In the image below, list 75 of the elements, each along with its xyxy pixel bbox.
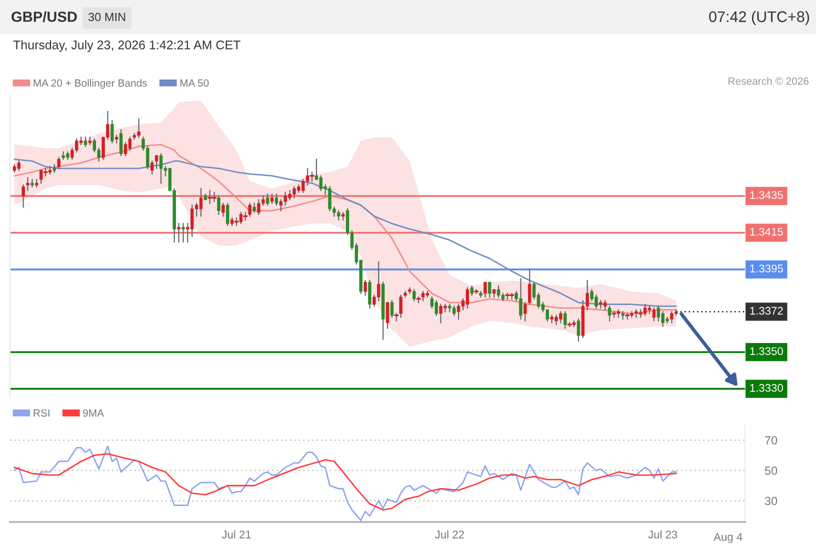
candlestick [386, 302, 390, 329]
text: Aug 4 [714, 533, 742, 544]
legend-label: MA 20 + Bollinger Bands [34, 79, 147, 89]
candlestick [496, 285, 500, 298]
candlestick [110, 120, 114, 144]
candlestick [17, 160, 20, 171]
candlestick [128, 136, 132, 151]
y-tick-label: 30 [764, 496, 778, 506]
candlestick [190, 204, 194, 237]
x-tick-label: Jul 23 [648, 530, 678, 538]
candlestick [30, 178, 34, 188]
text: 30 MIN [88, 12, 126, 22]
candlestick [608, 306, 612, 322]
candlestick [248, 202, 252, 217]
y-tick-label: 70 [765, 436, 778, 445]
candlestick [150, 160, 154, 175]
candlestick [524, 302, 527, 322]
line-series [14, 453, 677, 511]
text: Research © 2026 [728, 77, 809, 85]
ref-line-label: 1.3330 [750, 384, 783, 392]
candlestick [217, 195, 220, 215]
candlestick [364, 280, 367, 296]
ref-line-label: 1.3350 [750, 347, 783, 356]
candlestick [470, 285, 474, 296]
ref-line-label: 1.3435 [750, 191, 783, 199]
candlestick [26, 177, 30, 192]
candlestick [652, 307, 656, 322]
candlestick [390, 300, 394, 318]
candlestick [119, 129, 123, 156]
y-tick-label: 50 [764, 466, 778, 475]
chart-subtitle: Thursday, July 23, 2026 1:42:21 AM CET [13, 40, 240, 52]
candlestick [84, 136, 88, 147]
candlestick [252, 202, 256, 214]
candlestick [279, 199, 283, 212]
candlestick [159, 153, 163, 184]
candlestick [57, 156, 60, 170]
candlestick [199, 188, 203, 217]
candlestick [226, 202, 230, 226]
line-series [14, 446, 677, 522]
legend-label: RSI [34, 409, 50, 417]
text: 07:42 (UTC+8) [709, 10, 810, 26]
candlestick [564, 311, 567, 329]
ref-line-label: 1.3415 [750, 228, 783, 236]
candlestick [576, 318, 580, 342]
candlestick [603, 300, 607, 310]
ref-line-label: 1.3395 [750, 264, 783, 272]
candlestick [154, 155, 158, 170]
candlestick [222, 202, 225, 217]
chart-title: GBP/USD [12, 11, 77, 22]
candlestick [479, 290, 482, 298]
candlestick [528, 268, 532, 305]
candlestick [466, 287, 470, 309]
candlestick [484, 282, 487, 298]
x-tick-label: Jul 21 [222, 530, 251, 538]
candlestick [182, 222, 185, 242]
ref-line-label: 1.3372 [750, 306, 783, 315]
x-tick-label: Jul 22 [435, 530, 464, 538]
candlestick [124, 142, 128, 156]
candlestick [404, 290, 407, 298]
candlestick [177, 222, 180, 242]
candlestick [270, 194, 274, 204]
legend-label: 9MA [83, 409, 104, 417]
candlestick [656, 306, 660, 322]
candlestick [408, 287, 412, 294]
candlestick [488, 282, 492, 298]
legend-label: MA 50 [180, 79, 209, 87]
candlestick [452, 306, 456, 316]
candlestick [274, 194, 278, 206]
candlestick [266, 194, 270, 206]
candlestick [399, 294, 402, 318]
candlestick [456, 304, 460, 320]
candlestick [22, 184, 25, 208]
candlestick [421, 290, 425, 302]
candlestick [368, 280, 372, 309]
candlestick [412, 289, 416, 302]
